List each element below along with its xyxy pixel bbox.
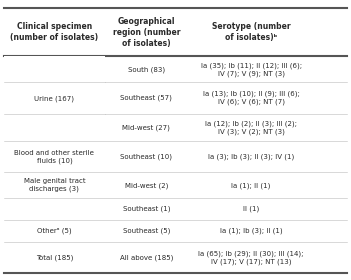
Text: Serotype (number
of isolates)ᵇ: Serotype (number of isolates)ᵇ bbox=[212, 22, 291, 42]
Text: Ia (65); Ib (29); II (30); III (14);
IV (17); V (17); NT (13): Ia (65); Ib (29); II (30); III (14); IV … bbox=[198, 251, 304, 265]
Text: All above (185): All above (185) bbox=[120, 255, 173, 261]
Text: Blood and other sterile
fluids (10): Blood and other sterile fluids (10) bbox=[14, 150, 94, 164]
Text: Ia (1); II (1): Ia (1); II (1) bbox=[232, 182, 271, 189]
Text: Ia (12); Ib (2); II (3); III (2);
IV (3); V (2); NT (3): Ia (12); Ib (2); II (3); III (2); IV (3)… bbox=[205, 120, 297, 135]
Text: Male genital tract
discharges (3): Male genital tract discharges (3) bbox=[24, 178, 85, 192]
Text: Otherᵃ (5): Otherᵃ (5) bbox=[37, 228, 72, 234]
Text: Southeast (1): Southeast (1) bbox=[122, 206, 170, 213]
Text: Geographical
region (number
of isolates): Geographical region (number of isolates) bbox=[113, 17, 180, 48]
FancyBboxPatch shape bbox=[4, 56, 105, 141]
Text: South (83): South (83) bbox=[128, 66, 165, 73]
Text: Urine (167): Urine (167) bbox=[34, 95, 74, 101]
Text: Ia (3); Ib (3); II (3); IV (1): Ia (3); Ib (3); II (3); IV (1) bbox=[208, 153, 294, 160]
Text: Mid-west (27): Mid-west (27) bbox=[122, 124, 170, 131]
Text: Mid-west (2): Mid-west (2) bbox=[125, 182, 168, 189]
Text: Urine (167): Urine (167) bbox=[34, 95, 74, 102]
Text: Southeast (10): Southeast (10) bbox=[120, 153, 172, 160]
Text: Ia (35); Ib (11); II (12); III (6);
IV (7); V (9); NT (3): Ia (35); Ib (11); II (12); III (6); IV (… bbox=[201, 62, 302, 77]
Text: Total (185): Total (185) bbox=[36, 255, 73, 261]
Text: II (1): II (1) bbox=[243, 206, 259, 213]
Text: Ia (1); Ib (3); II (1): Ia (1); Ib (3); II (1) bbox=[220, 228, 283, 234]
Text: Southeast (5): Southeast (5) bbox=[122, 228, 170, 234]
Text: Southeast (57): Southeast (57) bbox=[120, 95, 172, 101]
Text: Clinical specimen
(number of isolates): Clinical specimen (number of isolates) bbox=[11, 22, 99, 42]
Text: Ia (13); Ib (10); II (9); III (6);
IV (6); V (6); NT (7): Ia (13); Ib (10); II (9); III (6); IV (6… bbox=[203, 91, 300, 105]
